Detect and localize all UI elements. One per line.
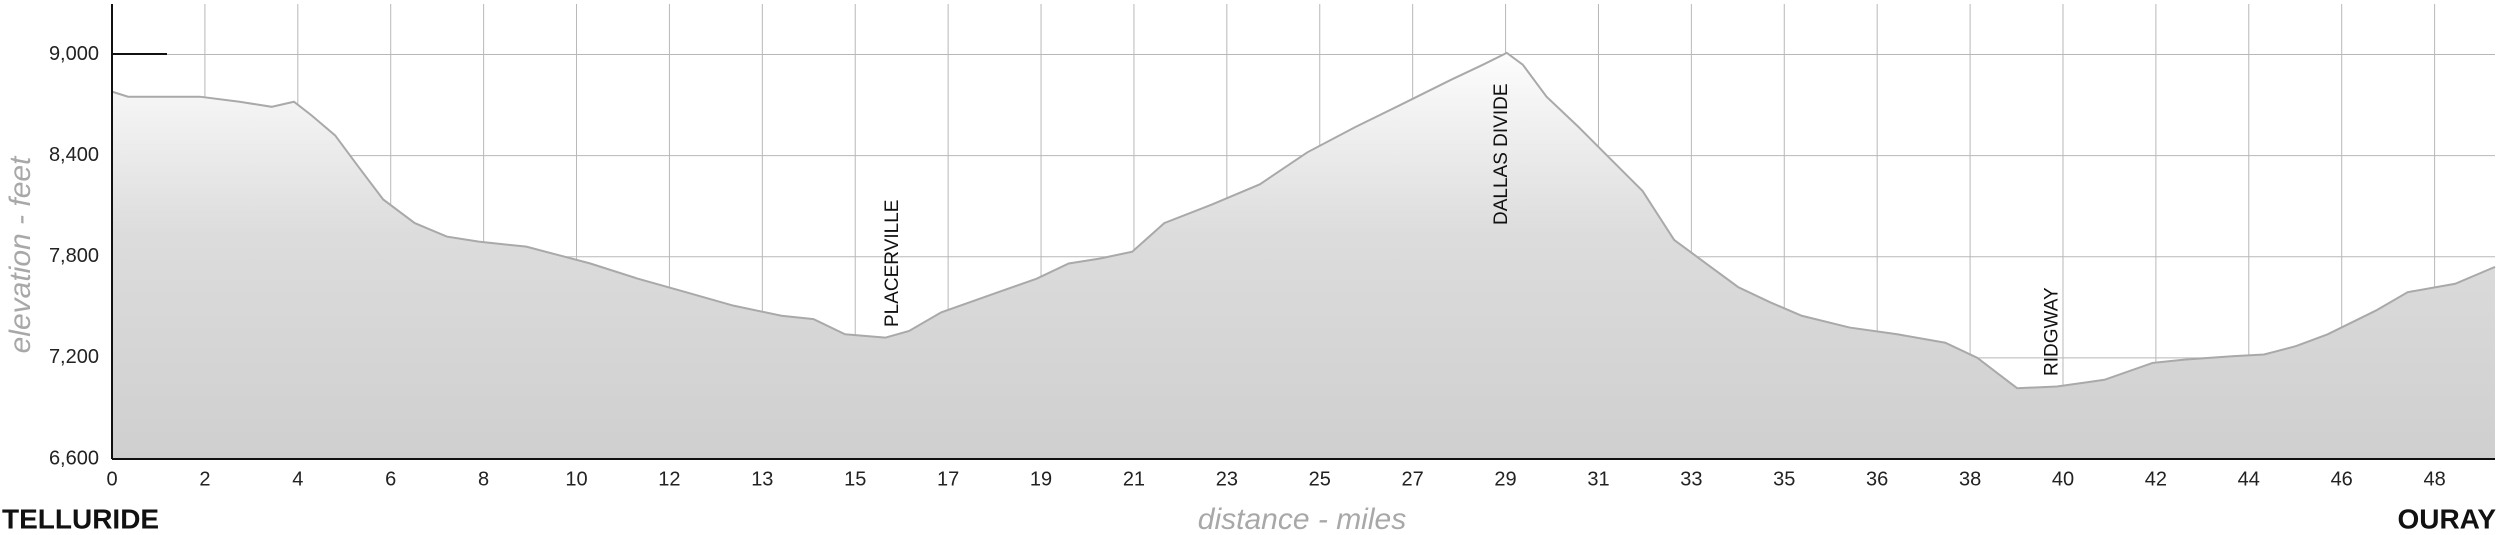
y-tick-label: 8,400 xyxy=(49,144,99,166)
x-axis-title: distance - miles xyxy=(1198,503,1406,535)
x-tick-label: 4 xyxy=(292,468,303,490)
end-label: OURAY xyxy=(2397,503,2496,534)
x-tick-label: 36 xyxy=(1866,468,1888,490)
town-label: DALLAS DIVIDE xyxy=(1491,84,1512,226)
x-tick-label: 40 xyxy=(2052,468,2074,490)
y-tick-label: 7,200 xyxy=(49,346,99,368)
x-tick-label: 46 xyxy=(2331,468,2353,490)
x-tick-label: 15 xyxy=(844,468,866,490)
x-tick-label: 33 xyxy=(1680,468,1702,490)
x-tick-label: 19 xyxy=(1030,468,1052,490)
x-tick-label: 48 xyxy=(2423,468,2445,490)
x-tick-label: 42 xyxy=(2145,468,2167,490)
x-tick-label: 12 xyxy=(658,468,680,490)
x-tick-label: 0 xyxy=(106,468,117,490)
x-tick-label: 44 xyxy=(2238,468,2260,490)
elevation-line xyxy=(111,51,2496,390)
x-tick-label: 13 xyxy=(751,468,773,490)
plot xyxy=(111,4,2496,460)
x-tick-label: 8 xyxy=(478,468,489,490)
x-tick-label: 17 xyxy=(937,468,959,490)
x-tick-label: 6 xyxy=(385,468,396,490)
start-label: TELLURIDE xyxy=(2,503,159,534)
x-tick-label: 2 xyxy=(199,468,210,490)
town-label: RIDGWAY xyxy=(2042,287,2063,376)
x-tick-label: 38 xyxy=(1959,468,1981,490)
x-tick-label: 25 xyxy=(1309,468,1331,490)
x-tick-label: 31 xyxy=(1587,468,1609,490)
x-tick-label: 23 xyxy=(1216,468,1238,490)
y-tick-label: 7,800 xyxy=(49,245,99,267)
y-axis-title: elevation - feet xyxy=(4,155,37,353)
x-tick-label: 10 xyxy=(565,468,587,490)
y-tick-label: 6,600 xyxy=(49,447,99,469)
y-tick-label: 9,000 xyxy=(49,43,99,65)
x-tick-label: 35 xyxy=(1773,468,1795,490)
town-label: PLACERVILLE xyxy=(882,200,903,327)
x-tick-label: 29 xyxy=(1494,468,1516,490)
x-tick-label: 21 xyxy=(1123,468,1145,490)
area-fill xyxy=(112,52,2495,460)
x-tick-label: 27 xyxy=(1402,468,1424,490)
